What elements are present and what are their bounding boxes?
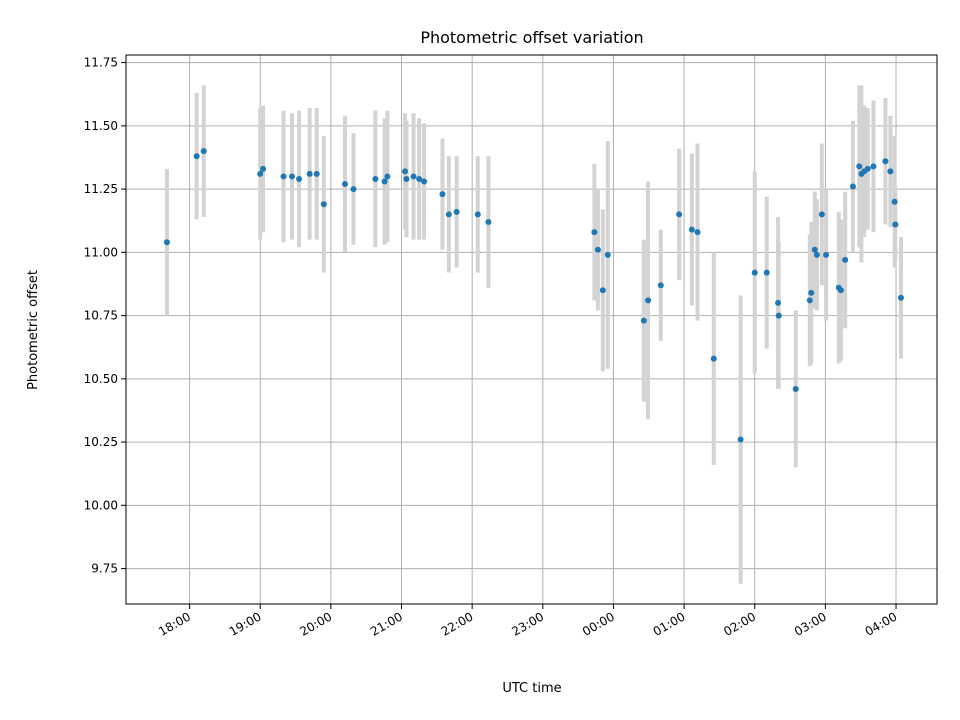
- data-point: [416, 175, 423, 182]
- data-point: [193, 153, 200, 160]
- data-points: [163, 148, 904, 443]
- y-tick-label: 11.50: [84, 119, 118, 133]
- data-point: [257, 170, 264, 177]
- data-point: [341, 181, 348, 188]
- y-tick-label: 10.25: [84, 435, 118, 449]
- data-point: [887, 168, 894, 175]
- data-point: [594, 246, 601, 253]
- data-point: [842, 256, 849, 263]
- y-axis-label: Photometric offset: [26, 270, 41, 390]
- data-point: [260, 165, 267, 172]
- data-point: [897, 294, 904, 301]
- y-tick-label: 11.00: [84, 245, 118, 259]
- data-point: [474, 211, 481, 218]
- data-point: [891, 198, 898, 205]
- data-point: [751, 269, 758, 276]
- grid: [126, 55, 937, 604]
- data-point: [320, 201, 327, 208]
- data-point: [402, 168, 409, 175]
- data-point: [823, 251, 830, 258]
- data-point: [808, 289, 815, 296]
- plot-area-frame: [125, 54, 938, 605]
- data-point: [280, 173, 287, 180]
- y-tick-label: 10.75: [84, 309, 118, 323]
- data-point: [599, 287, 606, 294]
- data-point: [485, 218, 492, 225]
- y-tick-label: 11.25: [84, 182, 118, 196]
- data-point: [200, 148, 207, 155]
- data-point: [806, 297, 813, 304]
- y-axis-ticks: 9.75 10.00 10.25 10.50 10.75 11.00 11.25 11.50 1…: [84, 56, 126, 576]
- data-point: [296, 175, 303, 182]
- y-tick-label: 10.50: [84, 372, 118, 386]
- data-point: [372, 175, 379, 182]
- data-point: [856, 163, 863, 170]
- data-point: [813, 251, 820, 258]
- data-point: [306, 170, 313, 177]
- data-point: [453, 208, 460, 215]
- data-point: [381, 178, 388, 185]
- x-axis-label: UTC time: [502, 681, 561, 696]
- data-point: [657, 282, 664, 289]
- data-point: [849, 183, 856, 190]
- data-point: [410, 173, 417, 180]
- data-point: [688, 226, 695, 233]
- data-point: [163, 239, 170, 246]
- data-point: [604, 251, 611, 258]
- data-point: [676, 211, 683, 218]
- data-point: [645, 297, 652, 304]
- data-point: [818, 211, 825, 218]
- data-point: [289, 173, 296, 180]
- chart-title: Photometric offset variation: [420, 28, 643, 47]
- data-point: [439, 191, 446, 198]
- data-point: [591, 229, 598, 236]
- data-point: [313, 170, 320, 177]
- data-point: [384, 173, 391, 180]
- data-point: [882, 158, 889, 165]
- data-point: [737, 436, 744, 443]
- data-point: [445, 211, 452, 218]
- data-point: [837, 287, 844, 294]
- data-point: [403, 175, 410, 182]
- data-point: [864, 165, 871, 172]
- data-point: [694, 229, 701, 236]
- data-point: [763, 269, 770, 276]
- data-point: [710, 355, 717, 362]
- data-point: [792, 385, 799, 392]
- data-point: [775, 312, 782, 319]
- y-tick-label: 11.75: [84, 56, 118, 70]
- data-point: [892, 221, 899, 228]
- data-point: [640, 317, 647, 324]
- y-tick-label: 10.00: [84, 498, 118, 512]
- data-point: [870, 163, 877, 170]
- data-point: [811, 246, 818, 253]
- data-point: [350, 186, 357, 193]
- y-tick-label: 9.75: [91, 562, 118, 576]
- data-point: [421, 178, 428, 185]
- data-point: [775, 299, 782, 306]
